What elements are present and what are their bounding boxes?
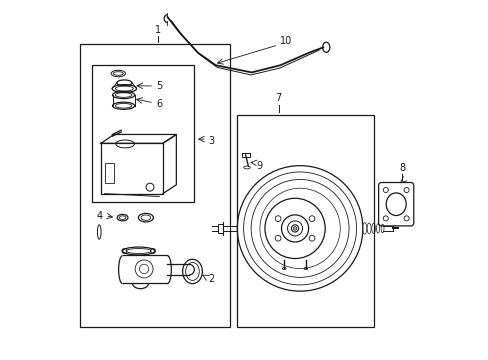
Text: 10: 10 (280, 36, 292, 46)
Bar (104, 163, 113, 183)
Bar (217, 224, 223, 233)
Circle shape (293, 226, 296, 230)
Bar (92, 65, 194, 202)
Text: 1: 1 (155, 25, 161, 35)
Text: 9: 9 (256, 161, 262, 171)
Bar (242, 153, 250, 157)
Bar (80, 44, 230, 327)
Text: 5: 5 (156, 81, 163, 91)
Text: 6: 6 (156, 99, 163, 109)
Text: 7: 7 (275, 93, 281, 103)
Text: 8: 8 (398, 163, 405, 173)
Bar (101, 143, 163, 194)
Text: 3: 3 (208, 136, 214, 145)
Bar (237, 116, 373, 327)
Text: 4: 4 (97, 211, 103, 221)
Text: 2: 2 (208, 274, 214, 284)
